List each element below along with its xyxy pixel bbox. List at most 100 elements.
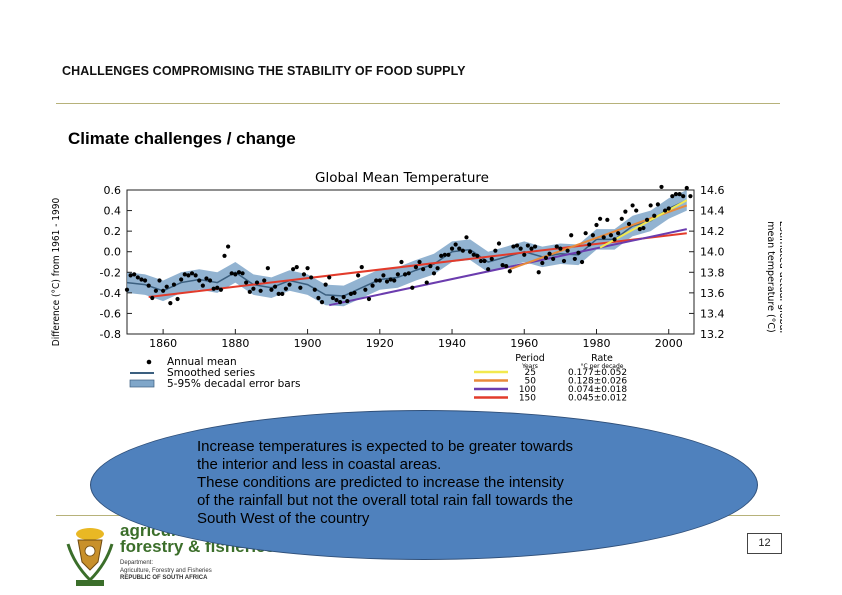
x-tick-label: 2000 xyxy=(655,337,683,350)
annual-mean-point xyxy=(522,252,527,257)
annual-mean-point xyxy=(319,300,325,305)
annual-mean-point xyxy=(402,272,408,277)
annual-mean-point xyxy=(374,278,379,283)
y-tick-label: -0.2 xyxy=(100,266,121,279)
legend-label: 5-95% decadal error bars xyxy=(167,378,300,390)
annual-mean-point xyxy=(356,273,361,278)
annual-mean-point xyxy=(579,259,585,265)
annual-mean-point xyxy=(254,280,260,285)
annual-mean-point xyxy=(496,241,502,246)
annual-mean-point xyxy=(644,217,650,222)
annual-mean-point xyxy=(298,285,303,290)
annual-mean-point xyxy=(554,244,559,249)
annual-mean-point xyxy=(424,280,429,285)
annual-mean-point xyxy=(428,264,433,269)
y2-tick-label: 14.2 xyxy=(700,225,725,238)
annual-mean-point xyxy=(511,244,516,249)
annual-mean-point xyxy=(359,265,364,270)
annual-mean-point xyxy=(168,301,173,306)
annual-mean-point xyxy=(673,192,679,197)
annual-mean-point xyxy=(283,286,289,291)
y-tick-label: -0.6 xyxy=(100,307,121,320)
annual-mean-point xyxy=(348,291,354,296)
annual-mean-point xyxy=(276,291,281,296)
annual-mean-point xyxy=(417,259,422,265)
annual-mean-point xyxy=(262,278,267,283)
annual-mean-point xyxy=(312,287,317,292)
annual-mean-point xyxy=(392,278,397,283)
annual-mean-point xyxy=(370,283,375,288)
annual-mean-point xyxy=(565,248,570,253)
annual-mean-point xyxy=(435,266,440,271)
callout-line: Increase temperatures is expected to be … xyxy=(197,438,574,455)
error-band xyxy=(127,190,687,307)
x-tick-label: 1900 xyxy=(294,337,322,350)
annual-mean-point xyxy=(161,288,166,293)
legend-dot-icon xyxy=(146,359,152,365)
legend-period: 25 xyxy=(525,368,536,378)
annual-mean-point xyxy=(518,246,523,251)
annual-mean-point xyxy=(529,246,534,251)
annual-mean-point xyxy=(442,252,447,257)
y2-tick-label: 14.4 xyxy=(700,205,725,218)
y-axis-left: 0.6 0.4 0.2 0.0 -0.2 -0.4 -0.6 -0.8 xyxy=(100,184,132,341)
annual-mean-point xyxy=(352,290,357,295)
annual-mean-point xyxy=(439,253,444,258)
annual-mean-point xyxy=(663,208,668,213)
x-tick-label: 1860 xyxy=(149,337,177,350)
annual-mean-point xyxy=(478,258,484,264)
chart-title: Global Mean Temperature xyxy=(315,170,489,186)
annual-mean-point xyxy=(666,206,671,211)
annual-mean-point xyxy=(540,260,545,266)
y2-tick-label: 13.4 xyxy=(700,307,725,320)
legend-rate: 0.045±0.012 xyxy=(568,394,627,404)
annual-mean-point xyxy=(453,242,458,247)
x-tick-label: 1960 xyxy=(510,337,538,350)
annual-mean-point xyxy=(471,252,476,257)
annual-mean-point xyxy=(504,264,509,269)
global-mean-temperature-chart: Global Mean Temperature 0.6 0.4 0.2 0.0 -0.2… xyxy=(51,170,782,404)
annual-mean-point xyxy=(677,192,682,197)
annual-mean-point xyxy=(182,272,187,277)
annual-mean-point xyxy=(612,237,617,242)
logo-department: Department: Agriculture, Forestry and Fi… xyxy=(120,560,212,583)
annual-mean-point xyxy=(449,246,455,251)
annual-mean-point xyxy=(532,244,538,249)
trend-line xyxy=(148,232,687,298)
annual-mean-point xyxy=(514,243,520,248)
annual-mean-point xyxy=(489,256,494,262)
coat-of-arms-logo xyxy=(66,528,114,586)
legend-rate: 0.074±0.018 xyxy=(568,385,627,395)
annual-mean-point xyxy=(536,270,541,275)
annual-mean-point xyxy=(236,270,242,275)
annual-mean-point xyxy=(132,272,137,277)
annual-mean-point xyxy=(218,287,223,292)
annual-mean-point xyxy=(150,295,155,301)
annual-mean-point xyxy=(688,194,693,199)
legend-band-icon xyxy=(129,379,155,388)
annual-mean-point xyxy=(287,282,292,287)
annual-mean-point xyxy=(598,216,603,221)
x-tick-label: 1920 xyxy=(366,337,394,350)
annual-mean-point xyxy=(135,275,140,280)
annual-mean-point xyxy=(381,273,386,278)
annual-mean-point xyxy=(464,235,469,240)
annual-mean-point xyxy=(363,287,368,292)
legend-header-period: Period xyxy=(515,353,545,364)
annual-mean-point xyxy=(189,271,195,276)
annual-mean-point xyxy=(341,294,346,300)
annual-mean-point xyxy=(244,280,249,285)
annual-mean-point xyxy=(153,288,158,293)
annual-mean-point xyxy=(291,267,296,272)
annual-mean-point xyxy=(323,282,328,287)
annual-mean-point xyxy=(258,288,263,293)
y-tick-label: 0.4 xyxy=(104,205,122,218)
callout-ellipse xyxy=(90,410,758,560)
y-tick-label: 0.0 xyxy=(104,246,122,259)
annual-mean-point xyxy=(211,286,216,291)
annual-mean-point xyxy=(572,256,577,262)
annual-mean-point xyxy=(164,284,169,289)
annual-mean-point xyxy=(623,209,628,214)
slide-subtitle: Climate challenges / change xyxy=(68,129,296,148)
annual-mean-point xyxy=(561,258,567,264)
